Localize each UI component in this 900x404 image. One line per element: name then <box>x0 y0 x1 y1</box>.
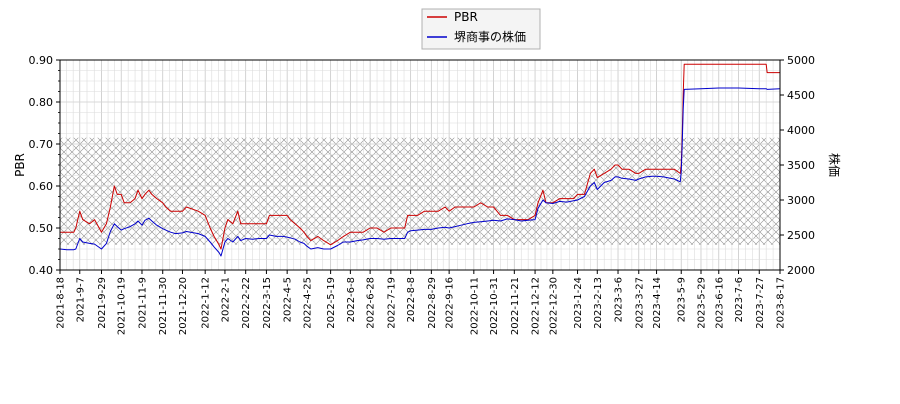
y-right-tick-label: 3500 <box>787 159 815 172</box>
x-tick-label: 2023-3-27 <box>634 277 645 329</box>
x-tick-label: 2023-2-13 <box>593 277 604 329</box>
x-tick-label: 2022-7-19 <box>386 277 397 329</box>
x-tick-label: 2022-1-12 <box>201 277 212 329</box>
x-tick-label: 2021-11-9 <box>137 277 148 329</box>
series-line-pbr <box>60 63 780 250</box>
x-tick-label: 2022-4-5 <box>283 277 294 322</box>
x-tick-label: 2022-9-16 <box>445 277 456 329</box>
left-axis: 0.40 0.50 0.60 0.70 0.80 0.90 <box>29 54 60 277</box>
x-tick-label: 2023-1-24 <box>573 277 584 329</box>
hatched-band <box>60 137 780 245</box>
legend-label-stock-price: 堺商事の株価 <box>454 29 526 44</box>
x-tick-label: 2023-7-27 <box>755 277 766 329</box>
x-tick-label: 2022-3-15 <box>262 277 273 329</box>
x-tick-label: 2022-10-31 <box>489 277 500 335</box>
x-tick-label: 2023-3-6 <box>614 277 625 322</box>
series-layer <box>60 63 780 257</box>
x-tick-label: 2021-12-20 <box>178 277 189 335</box>
x-tick-label: 2022-6-8 <box>346 277 357 322</box>
x-tick-label: 2022-11-21 <box>510 277 521 335</box>
hatched-band-layer <box>60 137 780 245</box>
y-left-axis-label: PBR <box>13 153 27 177</box>
x-tick-label: 2022-4-25 <box>302 277 313 329</box>
y-left-tick-label: 0.50 <box>29 222 54 235</box>
x-tick-label: 2021-8-18 <box>56 277 67 329</box>
y-left-tick-label: 0.70 <box>29 138 54 151</box>
right-axis: 2000 2500 3000 3500 4000 4500 5000 <box>780 54 815 277</box>
y-left-tick-label: 0.90 <box>29 54 54 67</box>
x-tick-label: 2023-5-9 <box>677 277 688 322</box>
x-tick-label: 2021-11-30 <box>158 277 169 335</box>
y-right-tick-label: 4500 <box>787 89 815 102</box>
y-right-tick-label: 5000 <box>787 54 815 67</box>
y-right-tick-label: 3000 <box>787 194 815 207</box>
grid-layer <box>59 59 781 271</box>
y-left-tick-label: 0.40 <box>29 264 54 277</box>
x-tick-label: 2022-10-11 <box>469 277 480 335</box>
x-tick-label: 2022-2-22 <box>241 277 252 329</box>
x-tick-label: 2023-7-6 <box>734 277 745 322</box>
legend-label-pbr: PBR <box>454 10 478 24</box>
y-right-tick-label: 2500 <box>787 229 815 242</box>
y-right-tick-label: 2000 <box>787 264 815 277</box>
x-tick-label: 2022-5-19 <box>326 277 337 329</box>
x-tick-label: 2022-12-30 <box>548 277 559 335</box>
x-tick-label: 2022-2-1 <box>220 277 231 322</box>
legend-box <box>421 8 541 50</box>
x-tick-label: 2021-9-7 <box>75 277 86 322</box>
x-tick-label: 2021-9-29 <box>97 277 108 329</box>
x-tick-label: 2022-12-12 <box>531 277 542 335</box>
y-left-tick-label: 0.60 <box>29 180 54 193</box>
x-tick-label: 2023-8-17 <box>776 277 787 329</box>
x-axis: 2021-8-18 2021-9-7 2021-9-29 2021-10-19 2021… <box>56 270 787 335</box>
x-tick-label: 2022-8-29 <box>427 277 438 329</box>
x-tick-label: 2022-6-28 <box>366 277 377 329</box>
legend: PBR 堺商事の株価 <box>421 8 541 50</box>
x-tick-label: 2023-5-29 <box>696 277 707 329</box>
x-tick-label: 2023-4-14 <box>652 277 663 329</box>
y-right-axis-label: 株価 <box>827 153 842 177</box>
series-line-stock-price <box>60 87 780 257</box>
x-tick-label: 2021-10-19 <box>117 277 128 335</box>
x-tick-label: 2023-6-16 <box>714 277 725 329</box>
y-right-tick-label: 4000 <box>787 124 815 137</box>
x-tick-label: 2022-8-8 <box>406 277 417 322</box>
y-left-tick-label: 0.80 <box>29 96 54 109</box>
